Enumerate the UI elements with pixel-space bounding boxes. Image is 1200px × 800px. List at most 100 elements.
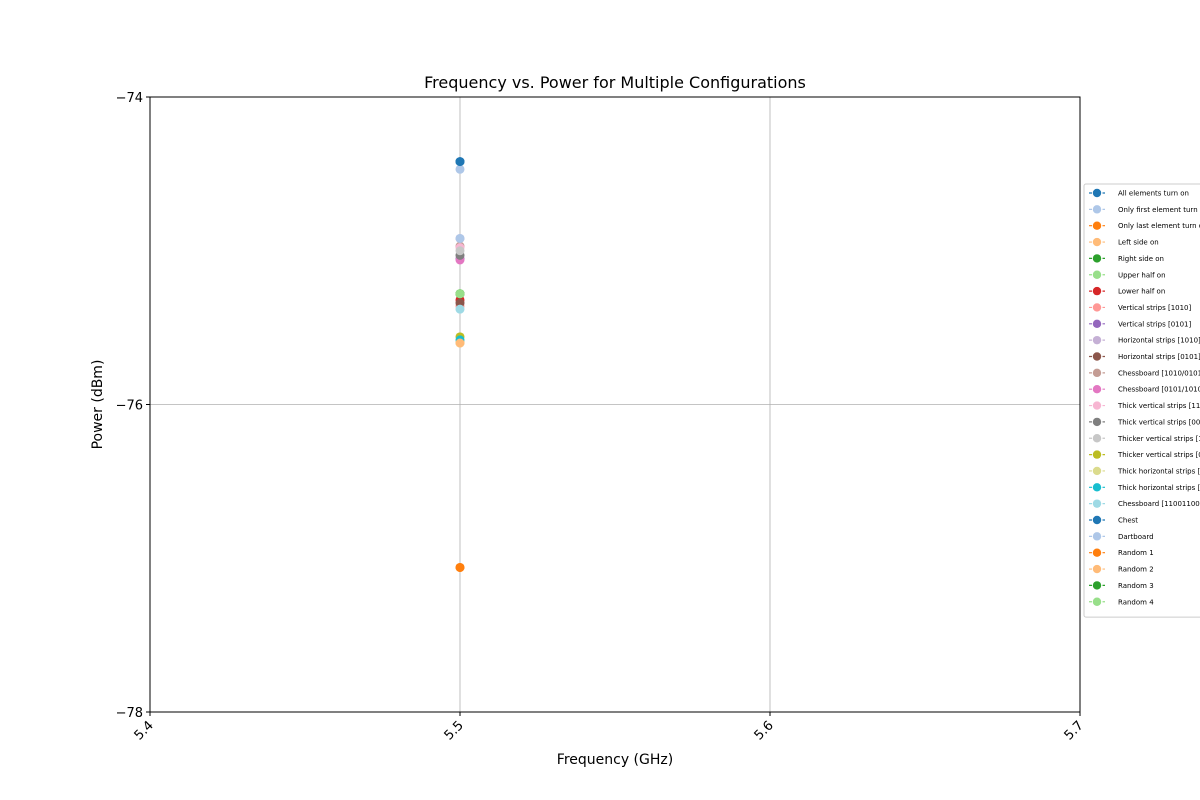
x-axis-label: Frequency (GHz)	[557, 752, 673, 768]
legend-label: Right side on	[1118, 255, 1164, 263]
legend-entry: Left side on	[1089, 237, 1159, 247]
data-point	[455, 304, 465, 314]
legend-marker	[1092, 548, 1102, 557]
data-point	[455, 338, 465, 348]
legend-entry: Only last element turn o	[1089, 221, 1200, 230]
legend-label: Random 4	[1118, 598, 1154, 606]
legend-marker	[1092, 254, 1102, 263]
legend-label: Random 1	[1118, 549, 1154, 557]
legend-marker	[1092, 466, 1102, 476]
legend-marker	[1092, 335, 1102, 345]
legend-entry: Vertical strips [1010]	[1089, 303, 1192, 312]
legend-label: Only first element turn	[1118, 206, 1198, 214]
grid-lines	[149, 96, 1081, 713]
data-point	[455, 233, 465, 243]
legend-marker	[1092, 188, 1102, 198]
legend-marker	[1092, 319, 1102, 328]
legend-marker	[1092, 450, 1102, 459]
legend-marker	[1092, 221, 1102, 230]
chart-title: Frequency vs. Power for Multiple Configu…	[424, 73, 806, 92]
legend-label: Thick horizontal strips [	[1117, 484, 1200, 492]
data-point	[455, 164, 465, 174]
legend-marker	[1092, 401, 1102, 410]
y-tick-label: −78	[116, 706, 143, 721]
legend-entry: Thicker vertical strips [1	[1089, 434, 1200, 443]
legend-label: Lower half on	[1118, 288, 1165, 296]
legend-label: Dartboard	[1118, 533, 1154, 541]
legend-entry: Horizontal strips [0101]	[1089, 352, 1200, 361]
data-point	[455, 157, 465, 167]
data-point	[455, 562, 465, 572]
legend-entry: Lower half on	[1089, 286, 1165, 296]
legend-entry: Right side on	[1089, 254, 1164, 263]
legend-label: Vertical strips [1010]	[1118, 304, 1192, 312]
legend-label: Thick vertical strips [00	[1117, 418, 1200, 426]
x-tick-label: 5.5	[442, 718, 467, 743]
data-point	[455, 298, 465, 308]
legend-marker	[1092, 385, 1102, 394]
legend-entry: Thicker vertical strips [0	[1089, 450, 1200, 459]
legend-marker	[1092, 417, 1102, 427]
legend-entry: Random 1	[1089, 548, 1154, 557]
legend-entry: Horizontal strips [1010]	[1089, 335, 1200, 345]
y-axis-label: Power (dBm)	[90, 360, 106, 450]
legend: All elements turn on Only first element t…	[1083, 183, 1200, 618]
legend-label: All elements turn on	[1118, 190, 1189, 198]
legend-label: Only last element turn o	[1118, 222, 1200, 230]
y-tick-label: −76	[116, 399, 143, 414]
legend-entry: Dartboard	[1089, 532, 1154, 541]
legend-box	[1083, 183, 1200, 618]
x-tick-label: 5.4	[132, 718, 157, 743]
legend-entry: Thick vertical strips [11	[1089, 401, 1200, 410]
y-tick-label: −74	[116, 91, 143, 106]
legend-marker	[1092, 368, 1102, 378]
legend-entry: Vertical strips [0101]	[1089, 319, 1192, 328]
legend-marker	[1092, 597, 1102, 606]
legend-label: Thick horizontal strips [	[1117, 467, 1200, 475]
legend-entry: Thick horizontal strips [	[1089, 466, 1200, 476]
legend-marker	[1092, 205, 1102, 214]
legend-marker	[1092, 499, 1102, 508]
legend-entry: Only first element turn	[1089, 205, 1198, 214]
legend-label: Chessboard [11001100	[1118, 500, 1200, 508]
legend-marker	[1092, 434, 1102, 443]
legend-entry: Upper half on	[1089, 270, 1166, 279]
data-point	[455, 289, 465, 299]
legend-label: Thicker vertical strips [1	[1117, 435, 1200, 443]
legend-label: Chessboard [1010/0101]	[1118, 369, 1200, 377]
legend-marker	[1092, 581, 1102, 590]
legend-entry: Random 4	[1089, 597, 1154, 606]
legend-label: Vertical strips [0101]	[1118, 320, 1192, 328]
legend-label: Left side on	[1118, 239, 1159, 247]
legend-label: Upper half on	[1118, 271, 1166, 279]
legend-entry: Random 2	[1089, 564, 1154, 574]
legend-label: Horizontal strips [1010]	[1118, 337, 1200, 345]
legend-label: Random 2	[1118, 566, 1154, 574]
legend-label: Thicker vertical strips [0	[1117, 451, 1200, 459]
legend-marker	[1092, 352, 1102, 361]
legend-entry: Thick horizontal strips [	[1089, 483, 1200, 492]
legend-entry: Chest	[1089, 515, 1138, 525]
legend-marker	[1092, 515, 1102, 525]
legend-marker	[1092, 483, 1102, 492]
legend-marker	[1092, 303, 1102, 312]
legend-marker	[1092, 286, 1102, 296]
x-tick-label: 5.7	[1062, 718, 1087, 743]
legend-entry: Thick vertical strips [00	[1089, 417, 1200, 427]
legend-entry: Chessboard [0101/1010]	[1089, 385, 1200, 394]
legend-label: Chest	[1118, 517, 1138, 525]
legend-label: Random 3	[1118, 582, 1154, 590]
legend-label: Thick vertical strips [11	[1117, 402, 1200, 410]
legend-entry: Chessboard [11001100	[1089, 499, 1200, 508]
legend-label: Chessboard [0101/1010]	[1118, 386, 1200, 394]
data-point	[455, 246, 465, 256]
axis-ticks: 5.4 5.5 5.6 5.7 −78 −76 −74	[116, 91, 1087, 743]
legend-marker	[1092, 237, 1102, 247]
legend-entry: All elements turn on	[1089, 188, 1189, 198]
legend-label: Horizontal strips [0101]	[1118, 353, 1200, 361]
legend-entry: Random 3	[1089, 581, 1154, 590]
legend-marker	[1092, 564, 1102, 574]
legend-marker	[1092, 532, 1102, 541]
x-tick-label: 5.6	[752, 718, 777, 743]
